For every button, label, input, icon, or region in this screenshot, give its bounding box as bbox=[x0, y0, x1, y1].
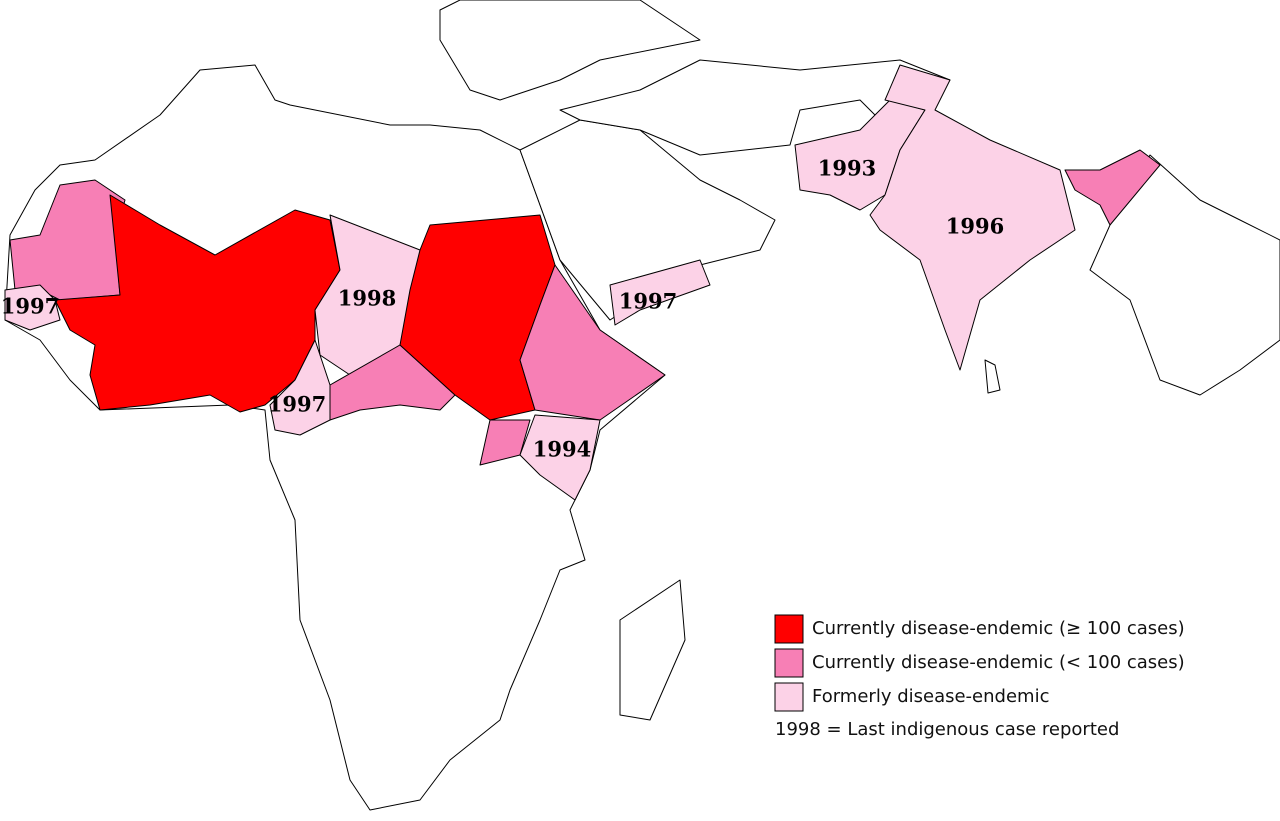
legend-note: 1998 = Last indigenous case reported bbox=[775, 719, 1119, 740]
madagascar bbox=[619, 579, 686, 721]
region bbox=[869, 64, 1076, 371]
legend-label: Formerly disease-endemic bbox=[812, 686, 1049, 707]
region bbox=[519, 414, 601, 501]
legend: 1998 = Last indigenous case reported Cur… bbox=[774, 614, 1185, 740]
year-label: 1994 bbox=[533, 437, 591, 462]
legend-swatch bbox=[774, 614, 804, 644]
year-label: 1993 bbox=[818, 156, 876, 181]
region bbox=[54, 194, 341, 413]
region bbox=[399, 214, 556, 421]
legend-label: Currently disease-endemic (≥ 100 cases) bbox=[812, 618, 1185, 639]
sri-lanka bbox=[984, 359, 1001, 394]
year-label: 1998 bbox=[338, 286, 396, 311]
legend-label: Currently disease-endemic (< 100 cases) bbox=[812, 652, 1185, 673]
region bbox=[4, 284, 61, 331]
legend-swatch bbox=[774, 648, 804, 678]
endemic-regions bbox=[4, 64, 1161, 501]
year-label: 1997 bbox=[1, 294, 59, 319]
year-label: 1997 bbox=[268, 392, 326, 417]
year-label: 1997 bbox=[619, 289, 677, 314]
legend-swatch bbox=[774, 682, 804, 712]
year-label: 1996 bbox=[946, 214, 1004, 239]
europe bbox=[439, 0, 701, 101]
region bbox=[1064, 149, 1161, 226]
southeast-asia bbox=[1089, 154, 1280, 396]
base-land bbox=[4, 0, 1280, 811]
region bbox=[269, 339, 331, 436]
region bbox=[519, 264, 666, 421]
region bbox=[9, 179, 126, 301]
region bbox=[609, 259, 711, 326]
year-labels: 1997 1998 1997 1997 1994 1993 1996 bbox=[1, 156, 1004, 462]
